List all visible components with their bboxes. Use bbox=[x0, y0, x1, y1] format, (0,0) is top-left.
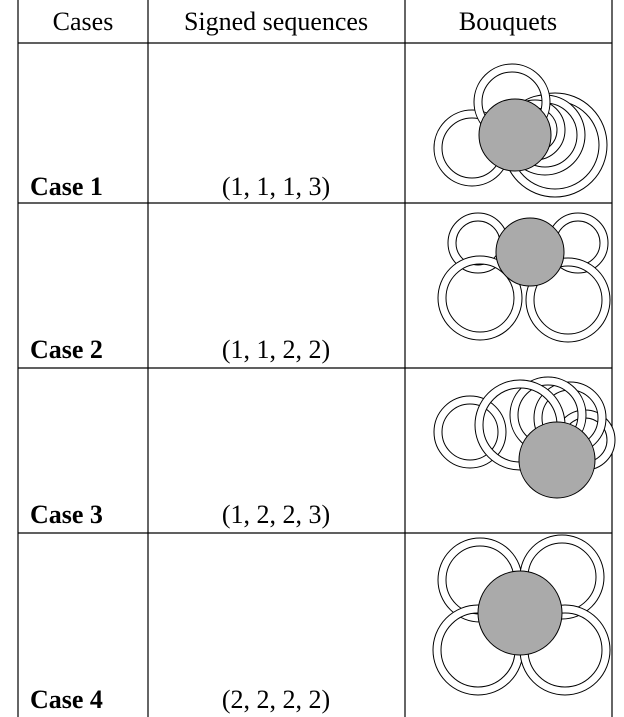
vertex-disk bbox=[477, 570, 563, 656]
sequence: (2, 2, 2, 2) bbox=[222, 685, 330, 714]
sequence: (1, 1, 1, 3) bbox=[222, 172, 330, 201]
case-label: Case 3 bbox=[30, 500, 103, 529]
sequence: (1, 2, 2, 3) bbox=[222, 500, 330, 529]
header-cell: Bouquets bbox=[459, 7, 557, 36]
case-label: Case 4 bbox=[30, 685, 103, 714]
ring bbox=[437, 255, 523, 341]
bouquets bbox=[432, 63, 616, 696]
vertex-disk bbox=[518, 421, 596, 499]
case-label: Case 1 bbox=[30, 172, 103, 201]
header-cell: Signed sequences bbox=[184, 7, 368, 36]
vertex-disk bbox=[478, 98, 552, 172]
vertex-disk bbox=[495, 217, 565, 287]
table-lines bbox=[17, 0, 613, 717]
case-label: Case 2 bbox=[30, 335, 103, 364]
sequence: (1, 1, 2, 2) bbox=[222, 335, 330, 364]
ring bbox=[433, 395, 507, 469]
header-cell: Cases bbox=[53, 7, 114, 36]
